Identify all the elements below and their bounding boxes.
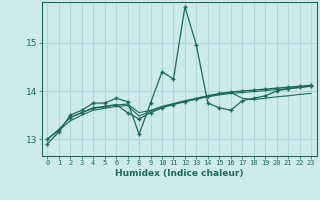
- X-axis label: Humidex (Indice chaleur): Humidex (Indice chaleur): [115, 169, 244, 178]
